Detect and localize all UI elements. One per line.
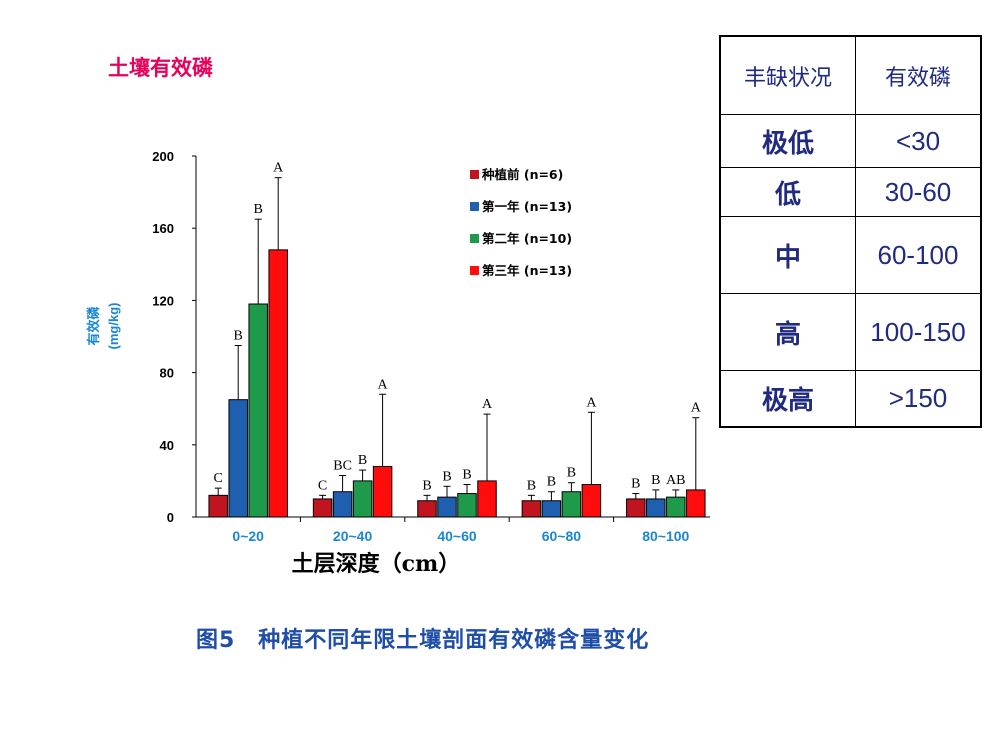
bar bbox=[477, 480, 497, 518]
y-axis-label-line2: (mg/kg) bbox=[106, 303, 121, 350]
bar bbox=[332, 491, 353, 518]
table-cell-range: <30 bbox=[855, 114, 982, 168]
significance-letter: C bbox=[318, 478, 327, 493]
x-tick-label: 20~40 bbox=[333, 528, 373, 544]
y-tick-label: 200 bbox=[152, 149, 174, 164]
bar bbox=[208, 494, 228, 518]
significance-letter: A bbox=[586, 395, 597, 410]
table-row: 极高 >150 bbox=[719, 370, 982, 427]
bar bbox=[626, 498, 646, 518]
significance-letter: B bbox=[442, 469, 451, 484]
x-tick-label: 0~20 bbox=[232, 528, 264, 544]
phosphorus-grade-table: 丰缺状况 有效磷 极低 <30 低 30-60 中 60-100 高 100-1… bbox=[719, 35, 982, 428]
legend-label: 第二年 (n=10) bbox=[482, 231, 572, 246]
significance-letter: B bbox=[567, 466, 576, 481]
legend-swatch bbox=[470, 266, 479, 275]
bar bbox=[372, 465, 393, 518]
legend-label: 种植前 (n=6) bbox=[481, 167, 563, 182]
x-axis-label: 土层深度（cm） bbox=[292, 551, 461, 577]
y-tick-label: 80 bbox=[160, 366, 174, 381]
bar bbox=[541, 500, 562, 518]
table-cell-range: 100-150 bbox=[855, 293, 982, 371]
x-tick-label: 80~100 bbox=[642, 528, 689, 544]
significance-letter: A bbox=[691, 401, 702, 416]
bar bbox=[646, 498, 666, 518]
table-cell-level: 低 bbox=[719, 167, 856, 217]
bar bbox=[352, 480, 373, 518]
table-cell-level: 高 bbox=[719, 293, 856, 371]
legend-label: 第三年 (n=13) bbox=[482, 263, 572, 278]
legend-swatch bbox=[470, 202, 479, 211]
bar bbox=[312, 498, 333, 518]
legend-swatch bbox=[470, 234, 479, 243]
table-header-row: 丰缺状况 有效磷 bbox=[719, 35, 982, 115]
chart-title: 土壤有效磷 bbox=[108, 56, 213, 80]
significance-letter: B bbox=[547, 475, 556, 490]
significance-letter: B bbox=[358, 453, 367, 468]
y-tick-label: 160 bbox=[152, 221, 174, 236]
table-cell-range: 60-100 bbox=[855, 216, 982, 294]
table-row: 高 100-150 bbox=[719, 293, 982, 371]
y-tick-label: 0 bbox=[167, 510, 174, 525]
significance-letter: B bbox=[462, 468, 471, 483]
x-tick-label: 60~80 bbox=[542, 528, 582, 544]
significance-letter: B bbox=[527, 478, 536, 493]
significance-letter: C bbox=[214, 471, 223, 486]
table-row: 低 30-60 bbox=[719, 167, 982, 217]
significance-letter: B bbox=[234, 329, 243, 344]
table-row: 极低 <30 bbox=[719, 114, 982, 168]
table-cell-range: >150 bbox=[855, 370, 982, 427]
table-cell-level: 中 bbox=[719, 216, 856, 294]
y-tick-label: 40 bbox=[160, 438, 174, 453]
bar bbox=[228, 399, 248, 518]
y-axis-label-line1: 有效磷 bbox=[86, 306, 102, 346]
bar bbox=[268, 249, 288, 518]
y-tick-label: 120 bbox=[152, 293, 174, 308]
y-axis-label: 有效磷 (mg/kg) bbox=[86, 303, 121, 350]
bar bbox=[521, 500, 542, 518]
figure-caption: 图5 种植不同年限土壤剖面有效磷含量变化 bbox=[196, 628, 650, 653]
table-cell-range: 30-60 bbox=[855, 167, 982, 217]
significance-letter: A bbox=[378, 377, 389, 392]
significance-letter: AB bbox=[666, 473, 685, 488]
bar bbox=[437, 496, 457, 518]
bar bbox=[666, 496, 686, 518]
bar bbox=[417, 500, 437, 518]
significance-letter: BC bbox=[333, 458, 352, 473]
table-row: 中 60-100 bbox=[719, 216, 982, 294]
table-header-cell: 有效磷 bbox=[855, 35, 982, 115]
significance-letter: B bbox=[651, 473, 660, 488]
significance-letter: A bbox=[273, 161, 284, 176]
x-axis-ticks: 0~20 20~40 40~60 60~80 80~100 bbox=[232, 528, 689, 544]
y-axis-ticks: 0 40 80 120 160 200 bbox=[152, 149, 196, 525]
table-cell-level: 极低 bbox=[719, 114, 856, 168]
bar bbox=[581, 484, 602, 518]
significance-letter: B bbox=[422, 478, 431, 493]
significance-letter: A bbox=[482, 397, 493, 412]
bar bbox=[457, 493, 477, 518]
bar bbox=[561, 491, 582, 518]
bar bbox=[248, 303, 268, 518]
table-cell-level: 极高 bbox=[719, 370, 856, 427]
significance-letter: B bbox=[254, 202, 263, 217]
bar bbox=[686, 489, 706, 518]
table-header-cell: 丰缺状况 bbox=[719, 35, 856, 115]
legend-swatch bbox=[470, 170, 479, 179]
x-tick-label: 40~60 bbox=[437, 528, 477, 544]
legend-label: 第一年 (n=13) bbox=[482, 199, 572, 214]
significance-letter: B bbox=[631, 477, 640, 492]
legend: 种植前 (n=6) 第一年 (n=13) 第二年 (n=10) 第三年 (n=13) bbox=[470, 167, 572, 278]
